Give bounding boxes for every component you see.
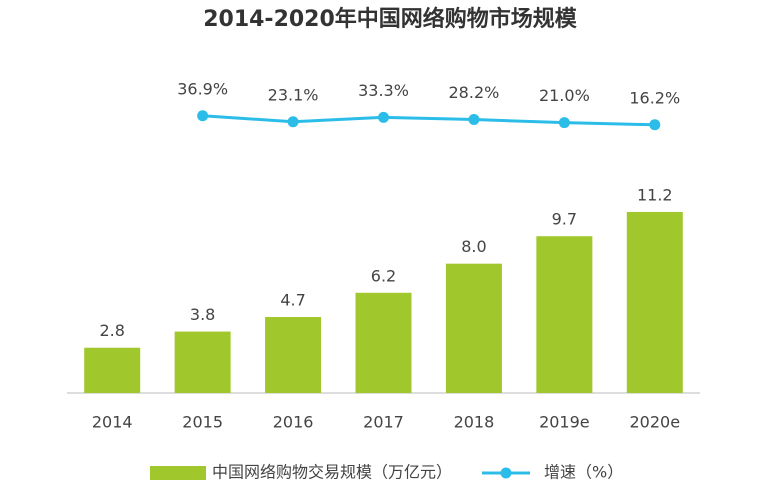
data-label: 6.2: [371, 266, 396, 285]
data-label: 33.3%: [358, 81, 409, 100]
x-tick-label: 2016: [273, 413, 314, 432]
line: [202, 114, 655, 127]
bar: [536, 236, 593, 393]
legend-swatch: [150, 466, 206, 480]
line-marker: [287, 116, 299, 128]
data-label: 4.7: [280, 291, 305, 310]
x-tick-label: 2014: [92, 413, 133, 432]
data-label: 3.8: [190, 305, 215, 324]
bar: [265, 317, 322, 393]
bar: [445, 263, 502, 393]
line-marker: [649, 119, 661, 131]
bar: [174, 331, 231, 393]
legend-label: 增速（%）: [544, 463, 623, 482]
chart-title: 2014-2020年中国网络购物市场规模: [203, 6, 578, 32]
line-marker: [197, 110, 209, 122]
data-label: 9.7: [552, 210, 577, 229]
data-label: 23.1%: [268, 85, 319, 104]
bar: [84, 347, 141, 393]
x-tick-label: 2019e: [539, 413, 590, 432]
data-label: 11.2: [637, 185, 673, 204]
legend-label: 中国网络购物交易规模（万亿元）: [212, 463, 452, 482]
data-label: 36.9%: [177, 79, 228, 98]
data-label: 21.0%: [539, 86, 590, 105]
bar: [626, 211, 683, 393]
x-tick-label: 2018: [454, 413, 495, 432]
x-tick-label: 2017: [363, 413, 404, 432]
data-label: 8.0: [461, 237, 486, 256]
line-marker: [558, 117, 570, 129]
x-tick-label: 2015: [182, 413, 223, 432]
line-marker: [468, 114, 480, 126]
data-label: 16.2%: [629, 88, 680, 107]
x-tick-label: 2020e: [630, 413, 681, 432]
line-marker: [378, 111, 389, 123]
bar: [355, 292, 412, 393]
legend-swatch: [500, 467, 512, 479]
data-label: 28.2%: [449, 83, 500, 102]
data-label: 2.8: [99, 321, 124, 340]
